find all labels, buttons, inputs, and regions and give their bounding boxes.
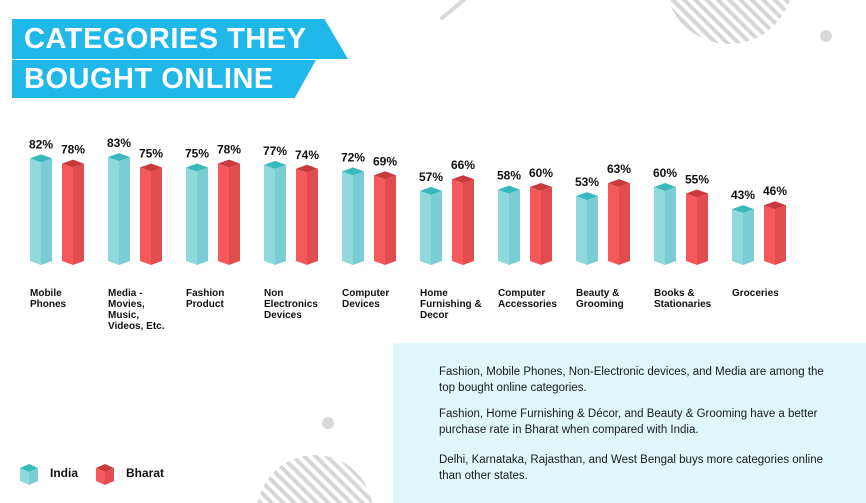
legend-label-india: India	[50, 466, 79, 480]
data-label-india-5: 57%	[419, 170, 443, 184]
category-label-line: Stationaries	[654, 299, 712, 310]
bar-bharat-4	[374, 171, 396, 265]
category-label-6: Computer Accessories	[498, 288, 578, 310]
category-label-line: Phones	[30, 299, 67, 310]
legend-swatch-bharat	[96, 464, 114, 485]
data-label-india-0: 82%	[29, 137, 53, 151]
category-label-line: Non	[264, 288, 284, 299]
insights-panel: Fashion, Mobile Phones, Non-Electronic d…	[393, 343, 866, 503]
category-label-line: Movies,	[108, 299, 145, 310]
category-label-line: Grooming	[576, 299, 624, 310]
category-label-7: Beauty & Grooming	[576, 288, 656, 310]
category-label-line: Electronics	[264, 299, 318, 310]
data-label-india-7: 53%	[575, 175, 599, 189]
page-title-line-2: BOUGHT ONLINE	[12, 60, 316, 98]
category-label-line: Home	[420, 288, 448, 299]
category-label-line: Furnishing &	[420, 299, 482, 310]
bar-india-3	[264, 160, 286, 265]
category-label-line: Devices	[342, 299, 380, 310]
insight-text-3: Delhi, Karnataka, Rajasthan, and West Be…	[439, 454, 823, 482]
bar-bharat-3	[296, 164, 318, 265]
category-label-line: Music,	[108, 310, 140, 321]
category-label-line: Computer	[342, 288, 390, 299]
data-label-india-9: 43%	[731, 188, 755, 202]
legend-item-india: India	[16, 460, 78, 486]
bar-india-7	[576, 192, 598, 265]
category-label-8: Books & Stationaries	[654, 288, 734, 310]
data-label-india-4: 72%	[341, 150, 365, 164]
bar-bharat-1	[140, 163, 162, 265]
bar-bharat-2	[218, 159, 240, 265]
bar-bharat-9	[764, 201, 786, 265]
data-label-india-8: 60%	[653, 166, 677, 180]
category-label-line: Media -	[108, 288, 143, 299]
data-label-bharat-2: 78%	[217, 143, 241, 157]
category-label-line: Videos, Etc.	[108, 321, 165, 332]
bar-bharat-0	[62, 159, 84, 265]
category-label-line: Product	[186, 299, 224, 310]
category-label-5: Home Furnishing & Decor	[420, 288, 500, 321]
data-label-india-2: 75%	[185, 147, 209, 161]
category-label-line: Fashion	[186, 288, 225, 299]
bar-india-1	[108, 153, 130, 265]
category-label-line: Groceries	[732, 288, 779, 299]
data-label-india-1: 83%	[107, 136, 131, 150]
category-label-line: Beauty &	[576, 288, 620, 299]
insight-text-1: Fashion, Mobile Phones, Non-Electronic d…	[439, 366, 824, 394]
data-label-bharat-5: 66%	[451, 158, 475, 172]
decorative-stripe-circle-top	[665, 0, 793, 44]
data-label-bharat-6: 60%	[529, 166, 553, 180]
category-label-3: Non Electronics Devices	[264, 288, 344, 321]
legend-label-bharat: Bharat	[126, 466, 165, 480]
category-label-2: Fashion Product	[186, 288, 266, 310]
category-label-line: Mobile	[30, 288, 62, 299]
category-label-4: Computer Devices	[342, 288, 422, 310]
decorative-dot	[322, 417, 334, 429]
category-label-9: Groceries	[732, 288, 812, 299]
category-label-line: Books &	[654, 288, 695, 299]
decorative-line	[440, 0, 466, 20]
decorative-stripe-circle-bottom	[257, 455, 373, 503]
bar-india-9	[732, 205, 754, 265]
data-label-bharat-4: 69%	[373, 154, 397, 168]
insight-text-2: Fashion, Home Furnishing & Décor, and Be…	[439, 408, 818, 436]
category-label-line: Accessories	[498, 299, 557, 310]
bar-chart: 82% 78% 83% 75% 75% 78% 77% 74% 72% 69% 57% 66% 58% 6…	[29, 136, 787, 265]
data-label-bharat-8: 55%	[685, 173, 709, 187]
bar-bharat-7	[608, 179, 630, 265]
category-label-line: Decor	[420, 310, 449, 321]
data-label-bharat-0: 78%	[61, 143, 85, 157]
decorative-dot	[820, 30, 832, 42]
category-label-line: Devices	[264, 310, 302, 321]
bar-india-0	[30, 154, 52, 265]
data-label-india-3: 77%	[263, 144, 287, 158]
legend-swatch-india	[20, 464, 38, 485]
category-label-0: Mobile Phones	[30, 288, 110, 310]
bar-india-5	[420, 186, 442, 265]
data-label-bharat-7: 63%	[607, 162, 631, 176]
category-label-1: Media - Movies, Music, Videos, Etc.	[108, 288, 188, 332]
bar-india-4	[342, 167, 364, 265]
page-title-line-1: CATEGORIES THEY	[12, 19, 348, 59]
legend-item-bharat: Bharat	[92, 460, 164, 486]
bar-india-8	[654, 183, 676, 265]
bar-india-2	[186, 163, 208, 265]
category-label-line: Computer	[498, 288, 546, 299]
bar-bharat-5	[452, 175, 474, 265]
data-label-india-6: 58%	[497, 169, 521, 183]
bar-bharat-8	[686, 189, 708, 265]
data-label-bharat-1: 75%	[139, 147, 163, 161]
bar-bharat-6	[530, 183, 552, 265]
data-label-bharat-3: 74%	[295, 148, 319, 162]
data-label-bharat-9: 46%	[763, 184, 787, 198]
bar-india-6	[498, 185, 520, 265]
